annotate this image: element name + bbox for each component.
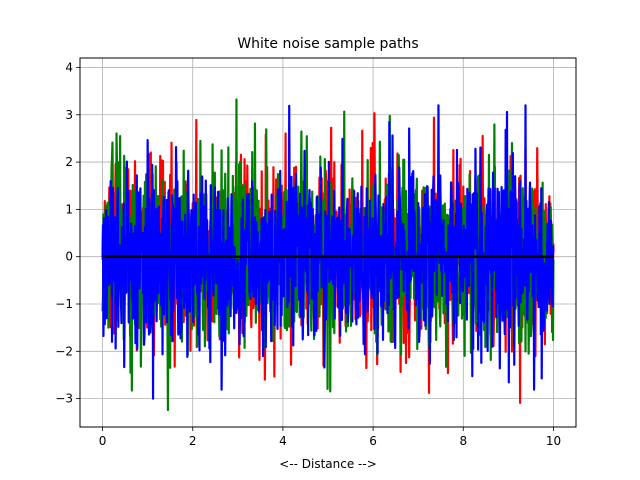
x-tick-label: 2 bbox=[189, 434, 197, 448]
x-tick-label: 8 bbox=[459, 434, 467, 448]
y-tick-label: 4 bbox=[65, 60, 73, 74]
y-tick-label: −2 bbox=[55, 344, 73, 358]
x-tick-label: 0 bbox=[99, 434, 107, 448]
series-2-path bbox=[101, 104, 555, 400]
x-tick-label: 4 bbox=[279, 434, 287, 448]
ticks: 0 2 4 6 8 10 −3 −2 −1 0 1 2 3 4 bbox=[55, 60, 561, 448]
x-tick-label: 10 bbox=[546, 434, 561, 448]
y-tick-label: 2 bbox=[65, 155, 73, 169]
x-axis-label: <-- Distance --> bbox=[279, 457, 377, 471]
x-tick-label: 6 bbox=[369, 434, 377, 448]
chart-title: White noise sample paths bbox=[237, 36, 418, 52]
y-tick-label: 1 bbox=[65, 202, 73, 216]
y-tick-label: −1 bbox=[55, 297, 73, 311]
series-group bbox=[101, 98, 555, 412]
y-tick-label: −3 bbox=[55, 392, 73, 406]
y-tick-label: 3 bbox=[65, 108, 73, 122]
plot-frame bbox=[79, 57, 577, 428]
y-tick-label: 0 bbox=[65, 250, 73, 264]
